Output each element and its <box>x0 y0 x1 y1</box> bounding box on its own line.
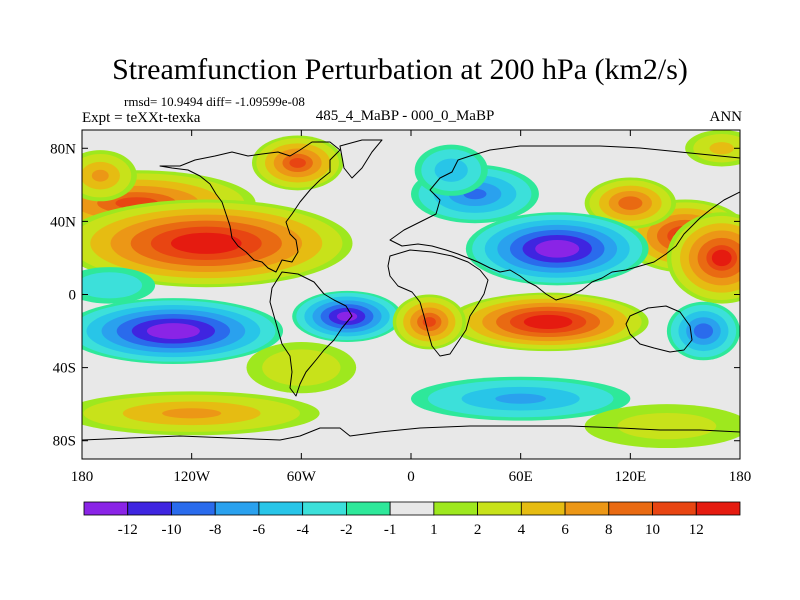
contour-fill-layer <box>82 130 740 449</box>
experiment-subtitle: 485_4_MaBP - 000_0_MaBP <box>315 108 495 124</box>
colorbar-swatch <box>127 501 172 516</box>
coastline-greenland <box>339 139 383 179</box>
contour-feature <box>82 267 156 304</box>
colorbar-swatch <box>520 501 566 516</box>
colorbar-swatch <box>258 501 304 516</box>
colorbar-swatch <box>214 501 260 516</box>
x-tick-label: 0 <box>407 469 415 485</box>
colorbar-label: 2 <box>474 522 482 538</box>
colorbar-swatch <box>171 501 216 516</box>
contour-feature <box>666 212 740 304</box>
contour-band <box>262 349 341 386</box>
contour-band <box>495 393 546 404</box>
figure-title: Streamfunction Perturbation at 200 hPa (… <box>112 53 688 86</box>
contour-band <box>617 412 717 440</box>
colorbar-label: 10 <box>645 522 660 538</box>
colorbar-label: 6 <box>561 522 569 538</box>
coastline-north-america <box>159 141 341 273</box>
experiment-label: Expt = teXXt-texka <box>82 110 201 126</box>
colorbar-label: -12 <box>118 522 138 538</box>
contour-band <box>711 249 732 267</box>
colorbar-swatch <box>477 501 522 516</box>
colorbar-swatch <box>608 501 653 516</box>
contour-feature <box>584 177 677 229</box>
colorbar-swatch <box>302 501 347 516</box>
colorbar: -12 -10 -8 -6 -4 -2 -1 1 2 4 6 8 10 12 <box>83 501 741 538</box>
x-tick-label: 120E <box>614 469 646 485</box>
y-tick-label: 40N <box>50 214 76 230</box>
colorbar-label: -8 <box>209 522 222 538</box>
colorbar-swatch <box>652 501 697 516</box>
contour-band <box>146 323 200 339</box>
contour-feature <box>447 292 649 352</box>
colorbar-label: 8 <box>605 522 613 538</box>
colorbar-label: 1 <box>430 522 438 538</box>
x-tick-label: 60W <box>287 469 317 485</box>
colorbar-label: -2 <box>340 522 353 538</box>
x-tick-label: 60E <box>509 469 533 485</box>
contour-band <box>91 169 109 182</box>
contour-band <box>336 311 358 322</box>
coastline-africa <box>387 249 489 357</box>
colorbar-label: -6 <box>253 522 266 538</box>
y-tick-label: 80S <box>53 434 76 450</box>
contour-band <box>170 232 242 254</box>
season-label: ANN <box>709 109 743 125</box>
colorbar-swatch <box>564 501 610 516</box>
y-tick-label: 0 <box>69 288 77 304</box>
contour-feature <box>666 301 740 361</box>
colorbar-swatch <box>695 501 741 516</box>
contour-band <box>523 314 573 329</box>
contour-band <box>709 142 734 155</box>
contour-feature <box>82 199 353 288</box>
contour-feature <box>465 212 649 286</box>
coastline-south-america <box>269 271 353 397</box>
y-tick-label: 80N <box>50 141 76 157</box>
coastline-layer <box>82 139 740 441</box>
colorbar-label: 4 <box>518 522 526 538</box>
colorbar-swatch <box>389 501 435 516</box>
contour-band <box>618 196 643 210</box>
colorbar-label: 12 <box>689 522 704 538</box>
coastline-eurasia <box>389 145 740 301</box>
contour-feature <box>82 391 320 436</box>
contour-feature <box>292 290 402 343</box>
contour-band <box>693 323 714 339</box>
colorbar-label: -4 <box>296 522 309 538</box>
contour-feature <box>392 294 466 350</box>
x-tick-label: 180 <box>71 469 94 485</box>
coastline-antarctica <box>82 425 740 441</box>
x-tick-label: 180 <box>729 469 752 485</box>
contour-band <box>535 239 580 258</box>
contour-feature <box>584 404 740 449</box>
contour-feature <box>251 135 344 191</box>
colorbar-swatch <box>433 501 479 516</box>
contour-feature <box>414 144 488 196</box>
contour-feature <box>411 376 631 421</box>
colorbar-label: -1 <box>384 522 397 538</box>
contour-band <box>82 272 143 299</box>
y-tick-label: 40S <box>53 361 76 377</box>
contour-feature <box>82 150 137 202</box>
stats-text: rmsd= 10.9494 diff= -1.09599e-08 <box>124 94 305 109</box>
coastline-australia <box>625 305 693 353</box>
colorbar-swatch <box>345 501 391 516</box>
colorbar-label: -10 <box>161 522 181 538</box>
colorbar-swatch <box>83 501 129 516</box>
contour-feature <box>246 342 357 394</box>
contour-band <box>289 157 306 168</box>
x-tick-label: 120W <box>173 469 211 485</box>
contour-feature <box>685 130 740 167</box>
axis-layer: 180 120W 60W 0 60E 120E 180 80N 40N 0 40S 80S <box>50 130 751 485</box>
contour-band <box>162 408 222 419</box>
contour-feature <box>82 298 284 364</box>
